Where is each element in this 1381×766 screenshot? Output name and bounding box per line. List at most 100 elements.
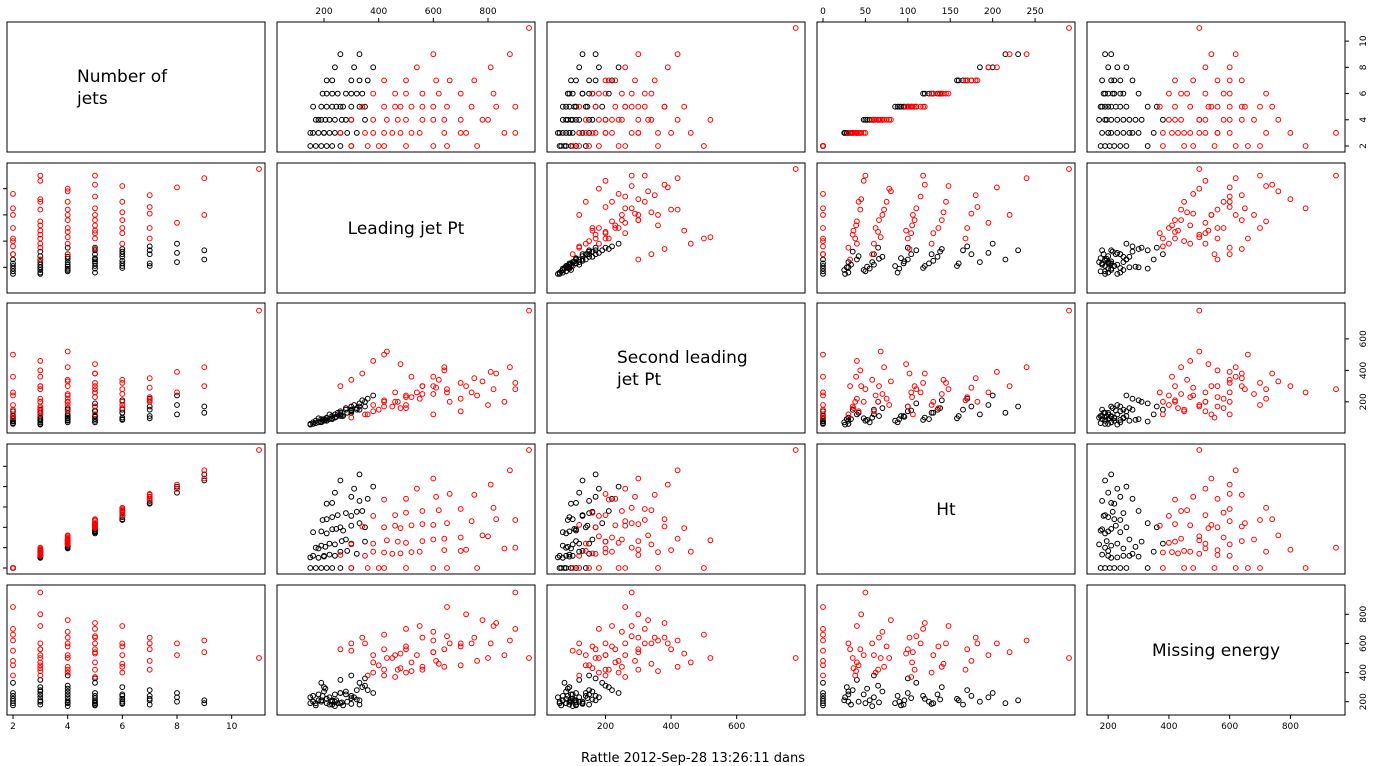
data-point-red — [37, 367, 44, 374]
data-point-red — [612, 225, 619, 231]
data-point-red — [10, 392, 16, 399]
panel-njets-njets — [6, 21, 266, 153]
data-point-red — [628, 205, 635, 212]
data-point-black — [92, 419, 98, 426]
data-point-red — [920, 626, 926, 632]
data-point-black — [871, 251, 877, 258]
data-point-red — [1333, 544, 1339, 551]
data-point-red — [1166, 240, 1172, 247]
data-point-red — [1208, 103, 1215, 110]
data-point-red — [146, 493, 153, 500]
data-point-red — [37, 398, 44, 405]
data-point-black — [555, 554, 561, 561]
data-point-red — [881, 663, 887, 670]
data-point-red — [920, 380, 926, 386]
data-point-black — [579, 701, 586, 707]
panel-njets-ht — [816, 21, 1076, 153]
data-point-black — [1105, 64, 1112, 71]
data-point-red — [917, 640, 924, 647]
data-point-black — [1097, 103, 1104, 110]
data-point-red — [1263, 504, 1269, 511]
data-point-black — [37, 264, 44, 271]
data-point-red — [860, 652, 867, 658]
data-point-black — [1135, 553, 1142, 560]
data-point-red — [1275, 116, 1282, 123]
data-point-black — [579, 256, 586, 263]
data-point-red — [875, 229, 881, 235]
data-point-red — [904, 235, 911, 242]
data-point-black — [312, 420, 319, 427]
data-point-red — [174, 640, 180, 647]
data-point-red — [64, 652, 71, 658]
data-point-red — [92, 620, 98, 626]
data-point-red — [444, 604, 450, 610]
data-point-red — [1208, 411, 1215, 418]
data-point-red — [938, 217, 945, 224]
data-point-black — [332, 489, 338, 496]
data-point-red — [10, 637, 16, 644]
data-point-red — [876, 217, 882, 224]
data-point-red — [444, 520, 450, 527]
data-point-black — [584, 251, 591, 258]
data-point-black — [307, 421, 314, 428]
data-point-red — [419, 521, 426, 527]
data-point-red — [1202, 230, 1209, 237]
data-point-red — [37, 589, 44, 596]
data-point-red — [886, 402, 893, 408]
data-point-red — [612, 659, 619, 666]
data-point-red — [792, 25, 799, 31]
data-point-red — [1269, 181, 1276, 188]
data-point-black — [1015, 51, 1021, 58]
data-point-red — [602, 512, 609, 518]
panel-lead-njets — [6, 162, 266, 294]
data-point-red — [146, 640, 153, 647]
data-point-black — [968, 403, 975, 410]
data-point-red — [10, 373, 16, 380]
data-point-red — [457, 534, 464, 541]
data-point-red — [1232, 364, 1239, 371]
data-point-red — [1214, 394, 1221, 401]
data-point-black — [1114, 421, 1121, 428]
data-point-red — [64, 402, 71, 408]
data-point-black — [64, 672, 71, 679]
data-point-red — [592, 550, 599, 557]
data-point-red — [1245, 351, 1251, 358]
data-point-red — [602, 204, 609, 210]
data-point-red — [1023, 175, 1030, 182]
data-point-black — [592, 697, 599, 704]
data-point-red — [444, 389, 450, 396]
diagonal-label-lead: Leading jet Pt — [348, 219, 465, 239]
data-point-black — [559, 529, 566, 536]
data-point-red — [1190, 493, 1197, 500]
data-point-red — [392, 398, 399, 405]
data-point-black — [1117, 77, 1124, 84]
data-point-black — [146, 415, 153, 422]
data-point-red — [935, 643, 942, 650]
data-point-black — [1120, 406, 1127, 413]
data-point-black — [934, 691, 941, 698]
data-point-red — [962, 235, 969, 242]
data-point-red — [602, 652, 609, 658]
data-point-red — [64, 634, 71, 641]
data-point-black — [323, 143, 330, 149]
data-point-red — [37, 198, 44, 205]
data-point-red — [37, 196, 44, 203]
data-point-red — [10, 191, 16, 197]
data-point-red — [381, 130, 388, 136]
data-point-black — [1144, 565, 1151, 571]
x-tick-label: 10 — [226, 722, 238, 732]
data-point-red — [1205, 103, 1212, 110]
data-point-red — [648, 251, 655, 258]
data-point-red — [1066, 307, 1072, 314]
data-point-black — [615, 64, 622, 71]
data-point-red — [507, 637, 513, 644]
data-point-red — [37, 611, 44, 618]
data-point-red — [1238, 370, 1245, 377]
data-point-red — [1302, 205, 1309, 212]
data-point-black — [1108, 103, 1115, 110]
data-point-black — [1123, 143, 1130, 149]
data-point-red — [845, 244, 852, 251]
data-point-black — [201, 700, 208, 707]
data-point-red — [64, 383, 71, 390]
data-point-red — [37, 373, 44, 380]
